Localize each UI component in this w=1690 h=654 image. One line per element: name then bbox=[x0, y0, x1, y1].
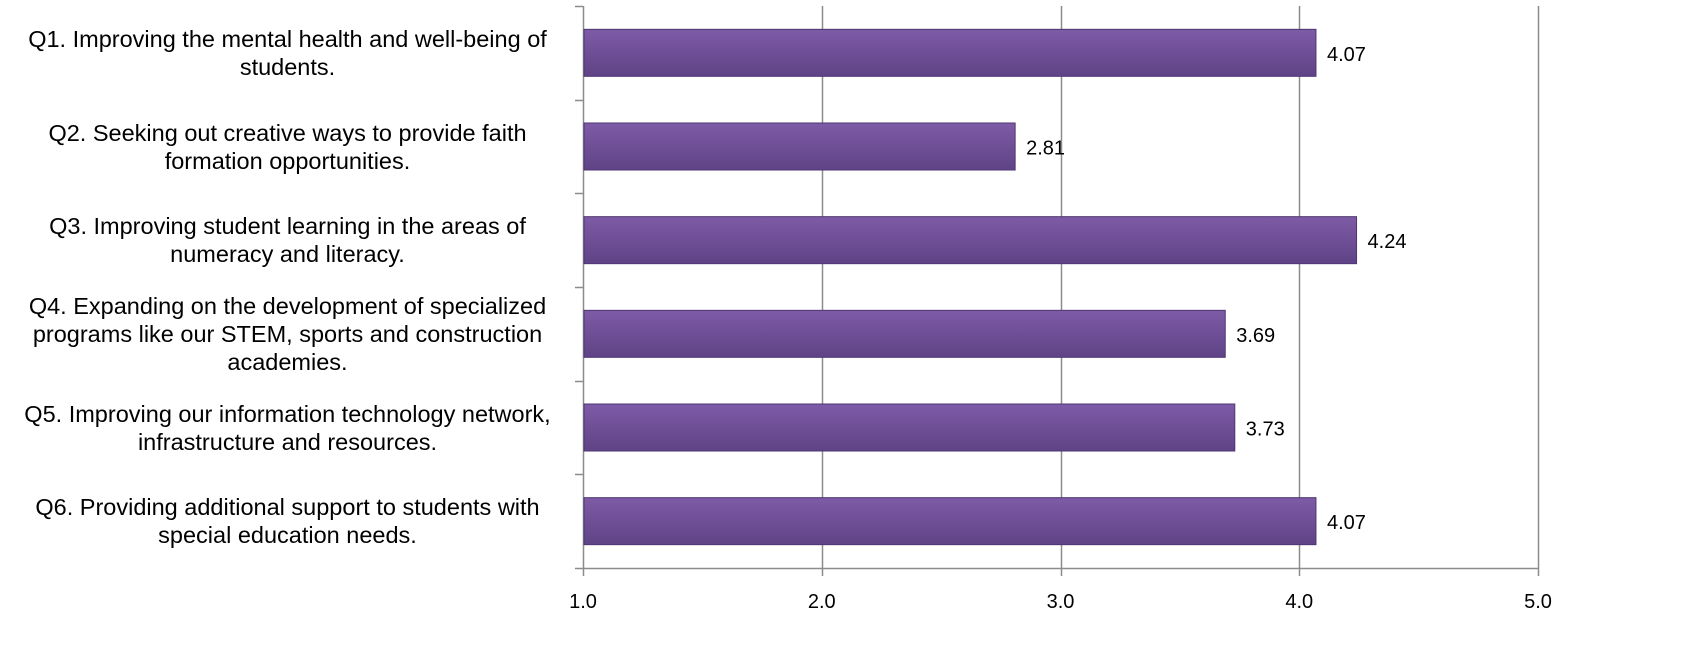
category-label-q3: Q3. Improving student learning in the ar… bbox=[0, 212, 575, 268]
category-label-line: Q6. Providing additional support to stud… bbox=[35, 494, 540, 521]
bar-q1 bbox=[583, 28, 1317, 77]
data-label-q3: 4.24 bbox=[1368, 231, 1407, 253]
category-label-line: Q1. Improving the mental health and well… bbox=[28, 25, 547, 52]
bar-q4 bbox=[583, 309, 1226, 358]
category-label-line: formation opportunities. bbox=[164, 147, 411, 174]
category-label-line: Q4. Expanding on the development of spec… bbox=[28, 292, 547, 319]
category-label-line: infrastructure and resources. bbox=[137, 428, 438, 455]
data-label-q1: 4.07 bbox=[1327, 44, 1366, 66]
x-tick-label: 3.0 bbox=[1047, 591, 1075, 613]
category-label-q1: Q1. Improving the mental health and well… bbox=[0, 25, 575, 81]
data-label-q6: 4.07 bbox=[1327, 512, 1366, 534]
bar-q6 bbox=[583, 497, 1317, 546]
gridlines bbox=[821, 6, 1540, 568]
category-label-line: students. bbox=[239, 53, 336, 80]
category-label-line: academies. bbox=[227, 348, 348, 375]
category-label-line: Q2. Seeking out creative ways to provide… bbox=[48, 119, 527, 146]
x-tick-label: 5.0 bbox=[1524, 591, 1552, 613]
category-label-q4: Q4. Expanding on the development of spec… bbox=[0, 292, 575, 376]
data-label-q2: 2.81 bbox=[1026, 138, 1065, 160]
category-label-q5: Q5. Improving our information technology… bbox=[0, 400, 575, 456]
x-tick-label: 1.0 bbox=[569, 591, 597, 613]
bar-q5 bbox=[583, 403, 1236, 452]
category-label-line: Q5. Improving our information technology… bbox=[24, 400, 551, 427]
bars bbox=[583, 28, 1358, 546]
category-label-line: programs like our STEM, sports and const… bbox=[32, 320, 543, 347]
data-labels: 4.07 2.81 4.24 3.69 3.73 4.07 bbox=[1026, 44, 1406, 534]
category-label-q6: Q6. Providing additional support to stud… bbox=[0, 493, 575, 549]
data-label-q4: 3.69 bbox=[1236, 325, 1275, 347]
category-label-line: special education needs. bbox=[158, 522, 417, 549]
x-tick-label: 2.0 bbox=[808, 591, 836, 613]
category-label-line: Q3. Improving student learning in the ar… bbox=[49, 213, 526, 240]
category-label-q2: Q2. Seeking out creative ways to provide… bbox=[0, 119, 575, 175]
x-tick-labels: 1.0 2.0 3.0 4.0 5.0 bbox=[569, 591, 1552, 613]
data-label-q5: 3.73 bbox=[1246, 419, 1285, 441]
bar-q2 bbox=[583, 122, 1016, 171]
axes bbox=[575, 5, 1540, 576]
bar-q3 bbox=[583, 216, 1358, 265]
category-label-line: numeracy and literacy. bbox=[170, 241, 405, 268]
x-tick-label: 4.0 bbox=[1285, 591, 1313, 613]
